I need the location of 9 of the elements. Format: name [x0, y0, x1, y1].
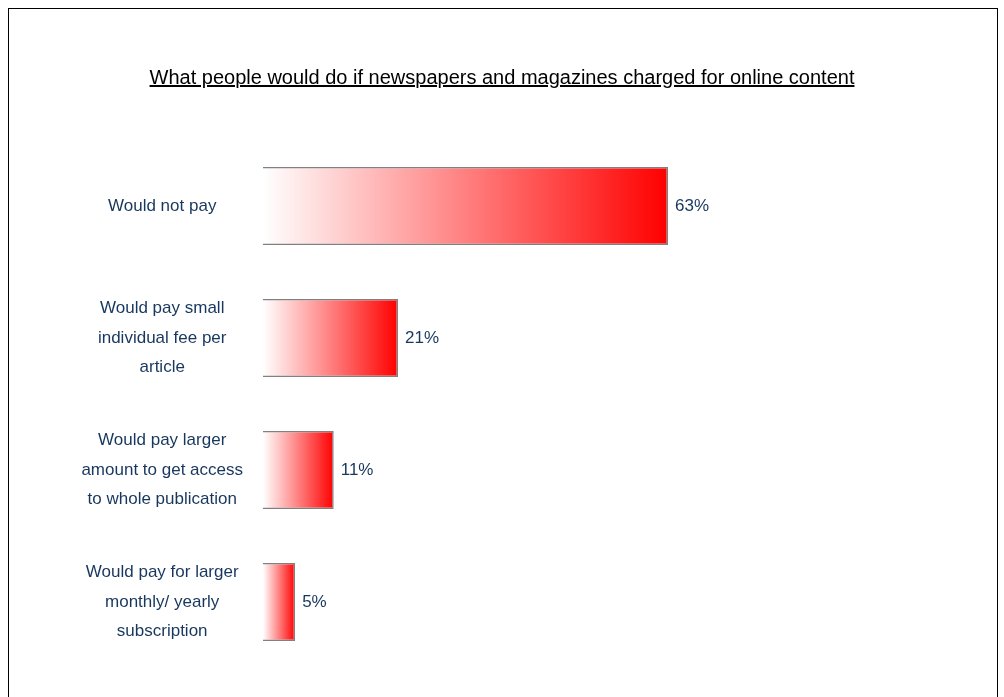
- y-tick-label: Would pay for larger monthly/ yearly subscription: [85, 561, 239, 641]
- data-label: 5%: [302, 591, 327, 611]
- data-label: 63%: [675, 195, 710, 215]
- y-tick-label: Would not pay: [108, 195, 217, 215]
- chart-title: What people would do if newspapers and magazines charged for online content: [148, 65, 856, 90]
- data-label: 21%: [405, 327, 440, 347]
- y-tick-label: Would pay small individual fee per article: [97, 297, 227, 377]
- data-label: 11%: [340, 459, 374, 479]
- y-tick-label: Would pay larger amount to get access to whole publication: [81, 429, 243, 509]
